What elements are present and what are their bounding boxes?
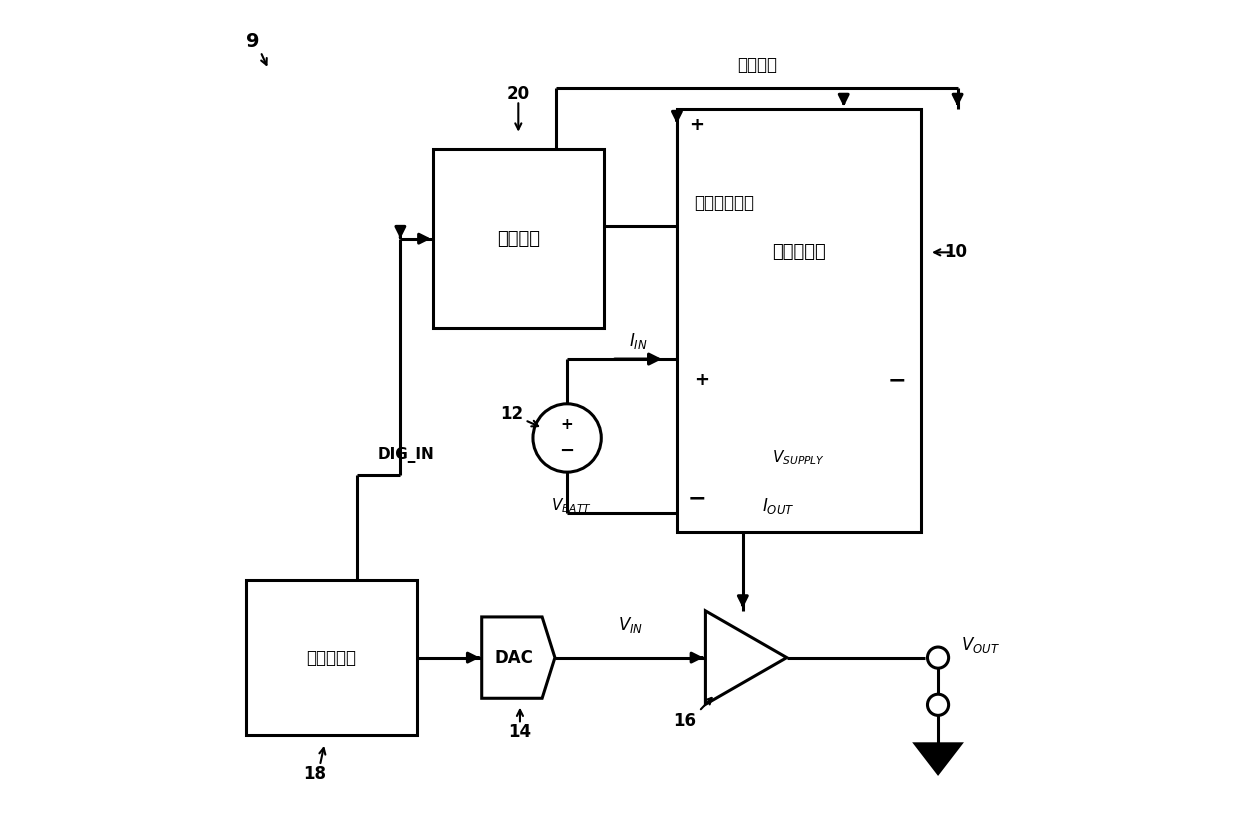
Text: 18: 18 xyxy=(304,765,326,783)
Circle shape xyxy=(533,404,601,472)
Text: 16: 16 xyxy=(673,712,697,730)
Text: 14: 14 xyxy=(508,723,532,741)
FancyBboxPatch shape xyxy=(246,581,417,735)
Polygon shape xyxy=(706,611,786,704)
Text: $V_{IN}$: $V_{IN}$ xyxy=(618,615,642,635)
Circle shape xyxy=(928,695,949,715)
Text: 20: 20 xyxy=(507,85,529,103)
Text: $V_{SUPPLY}$: $V_{SUPPLY}$ xyxy=(773,449,826,467)
Text: DIG_IN: DIG_IN xyxy=(377,447,434,464)
FancyBboxPatch shape xyxy=(677,109,921,532)
Text: 电荷泵电源: 电荷泵电源 xyxy=(773,243,826,261)
Text: 12: 12 xyxy=(500,405,523,423)
Text: 控制电路: 控制电路 xyxy=(497,229,539,247)
Text: 数字信号源: 数字信号源 xyxy=(306,649,356,667)
Text: −: − xyxy=(559,442,574,460)
Text: $I_{OUT}$: $I_{OUT}$ xyxy=(763,495,795,516)
Text: 9: 9 xyxy=(246,32,259,52)
Text: +: + xyxy=(694,371,709,389)
Text: −: − xyxy=(888,370,906,390)
Text: +: + xyxy=(560,418,574,432)
Text: $V_{BATT}$: $V_{BATT}$ xyxy=(551,496,591,515)
Text: +: + xyxy=(689,115,704,133)
Text: $I_{IN}$: $I_{IN}$ xyxy=(629,331,647,351)
Text: 10: 10 xyxy=(944,243,967,261)
Circle shape xyxy=(928,647,949,668)
Text: 电流控制信号: 电流控制信号 xyxy=(693,194,754,212)
Text: −: − xyxy=(688,488,707,508)
Polygon shape xyxy=(481,617,556,699)
Text: 模式选择: 模式选择 xyxy=(737,56,776,74)
Text: DAC: DAC xyxy=(495,649,533,667)
Polygon shape xyxy=(915,744,961,773)
Text: $V_{OUT}$: $V_{OUT}$ xyxy=(961,636,999,655)
FancyBboxPatch shape xyxy=(433,149,604,328)
